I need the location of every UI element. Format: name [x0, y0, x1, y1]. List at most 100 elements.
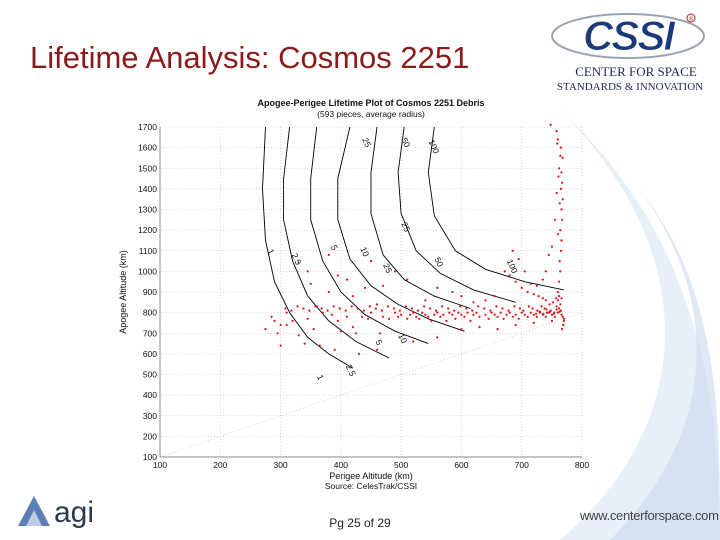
debris-point	[475, 311, 478, 314]
debris-point	[392, 307, 395, 310]
debris-point	[513, 305, 516, 308]
debris-point	[406, 278, 409, 281]
debris-point	[562, 319, 565, 322]
debris-point	[511, 249, 514, 252]
debris-point	[439, 315, 442, 318]
debris-point	[412, 311, 415, 314]
x-axis-label: Perigee Altitude (km)	[329, 471, 413, 481]
debris-point	[382, 284, 385, 287]
debris-point	[561, 315, 564, 318]
debris-point	[442, 313, 445, 316]
contour-label: 25	[360, 136, 373, 149]
debris-point	[558, 260, 561, 263]
debris-point	[520, 311, 523, 314]
y-tick-label: 700	[143, 328, 157, 338]
debris-point	[558, 202, 561, 205]
debris-point	[276, 332, 279, 335]
debris-point	[460, 313, 463, 316]
debris-point	[517, 317, 520, 320]
debris-point	[558, 310, 561, 313]
y-tick-label: 1600	[138, 143, 157, 153]
debris-point	[540, 305, 543, 308]
debris-point	[489, 309, 492, 312]
debris-point	[522, 309, 525, 312]
contour-label: 10	[358, 245, 371, 258]
debris-point	[290, 309, 293, 312]
chart-title: Apogee-Perigee Lifetime Plot of Cosmos 2…	[257, 98, 484, 108]
debris-point	[465, 307, 468, 310]
lifetime-contour-2-5	[283, 126, 390, 359]
debris-point	[555, 191, 558, 195]
debris-point	[338, 307, 341, 310]
debris-point	[505, 313, 508, 316]
lifetime-contour-100	[427, 126, 564, 291]
debris-point	[321, 311, 324, 314]
x-tick-label: 100	[153, 460, 167, 470]
debris-point	[264, 328, 267, 331]
contour-label: 10	[396, 332, 409, 345]
debris-point	[535, 312, 538, 315]
debris-point	[406, 317, 409, 320]
debris-point	[435, 309, 438, 312]
debris-point	[388, 317, 391, 320]
debris-point	[357, 352, 360, 355]
cssi-logo-ring	[551, 13, 705, 59]
debris-point	[375, 348, 379, 351]
debris-point	[270, 315, 273, 318]
debris-point	[559, 303, 562, 306]
debris-point	[553, 315, 556, 318]
debris-point	[552, 312, 555, 315]
chart-subtitle: (593 pieces, average radius)	[317, 109, 425, 119]
debris-point	[535, 284, 538, 287]
debris-point	[430, 319, 433, 322]
debris-point	[514, 323, 517, 327]
debris-point	[523, 313, 526, 316]
debris-point	[529, 311, 532, 314]
debris-point	[466, 311, 469, 314]
debris-point	[558, 167, 561, 170]
debris-point	[320, 307, 323, 310]
debris-point	[478, 326, 481, 329]
debris-point	[382, 315, 385, 318]
debris-point	[559, 146, 562, 149]
debris-point	[302, 307, 305, 310]
debris-point	[558, 280, 561, 283]
debris-point	[556, 138, 559, 141]
y-tick-label: 1000	[138, 266, 157, 276]
debris-point	[544, 270, 547, 273]
debris-point	[548, 303, 551, 306]
debris-point	[457, 311, 460, 314]
debris-point	[412, 340, 415, 343]
y-tick-label: 400	[143, 390, 157, 400]
debris-point	[547, 253, 550, 256]
debris-point	[362, 309, 365, 312]
debris-point	[541, 278, 544, 281]
debris-point	[490, 311, 493, 314]
debris-point	[472, 301, 475, 304]
debris-point	[285, 311, 288, 314]
debris-point	[556, 290, 559, 294]
y-tick-label: 1700	[138, 122, 157, 132]
debris-point	[532, 321, 535, 324]
y-tick-label: 1400	[138, 184, 157, 194]
debris-point	[502, 317, 505, 320]
debris-point	[273, 319, 276, 322]
debris-point	[550, 245, 553, 248]
debris-point	[545, 311, 549, 314]
debris-point	[339, 330, 342, 333]
diagonal-line	[159, 312, 583, 458]
debris-point	[556, 142, 559, 145]
contour-label: 2.5	[344, 363, 358, 378]
debris-point	[552, 301, 555, 304]
debris-point	[484, 299, 487, 302]
debris-point	[544, 315, 547, 318]
debris-point	[520, 286, 523, 289]
y-tick-label: 1100	[139, 246, 158, 256]
debris-point	[336, 274, 339, 277]
y-tick-label: 1500	[138, 163, 157, 173]
debris-point	[284, 307, 287, 310]
debris-point	[415, 315, 418, 318]
page-number: Pg 25 of 29	[329, 516, 391, 530]
footer-url[interactable]: www.centerforspace.com	[580, 508, 719, 523]
